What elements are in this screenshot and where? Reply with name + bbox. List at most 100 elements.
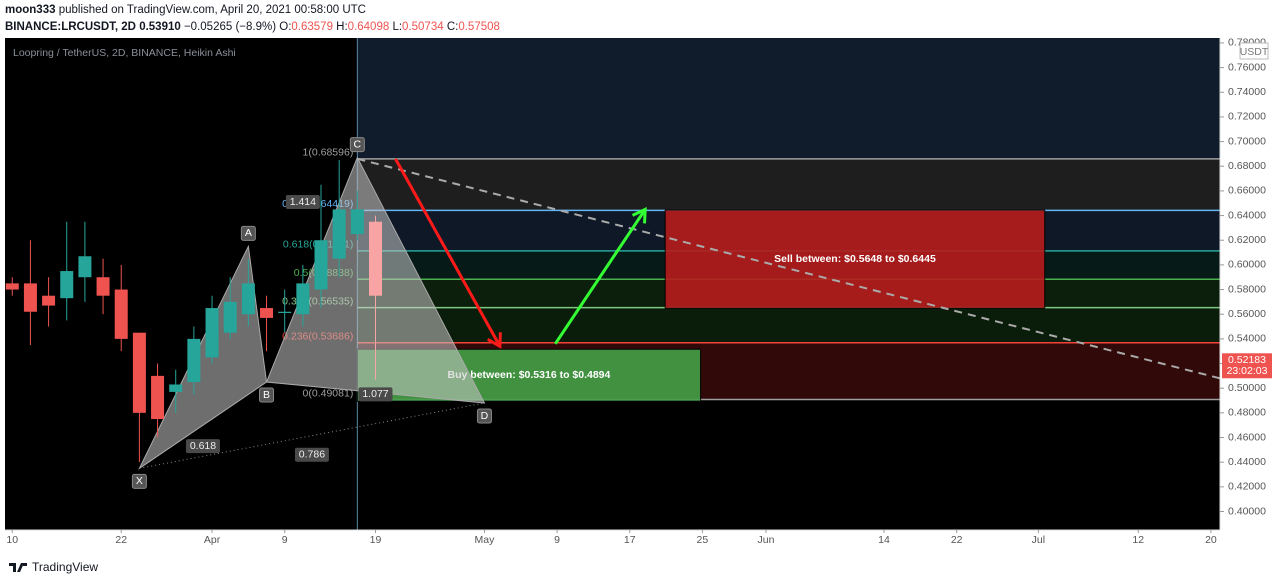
y-tick-label: 0.66000 <box>1228 185 1266 197</box>
xaxis-bg <box>0 530 1280 558</box>
x-tick-label: 10 <box>6 534 18 546</box>
x-tick-label: Apr <box>204 534 221 546</box>
x-tick-label: 20 <box>1205 534 1217 546</box>
point-label: C <box>354 138 362 150</box>
y-tick-label: 0.50000 <box>1228 382 1266 394</box>
countdown: 23:02:03 <box>1227 365 1268 377</box>
chart: 1(0.68596)0.786(0.64419)0.618(0.61141)0.… <box>0 0 1280 558</box>
price-tag <box>1222 353 1272 379</box>
candle-body <box>151 375 165 420</box>
change: −0.05265 (−8.9%) <box>183 21 277 33</box>
brand: TradingView <box>32 560 99 574</box>
zone-label: Sell between: $0.5648 to $0.6445 <box>774 253 936 265</box>
ohlc-key: O: <box>279 21 292 33</box>
ratio-label: 1.414 <box>290 196 316 208</box>
ohlc-value: 0.50734 <box>402 21 444 33</box>
point-label: A <box>245 227 252 239</box>
ohlc-key: H: <box>336 21 348 33</box>
fib-zone <box>357 158 1220 211</box>
point-label: X <box>136 475 143 487</box>
x-tick-label: 25 <box>697 534 709 546</box>
ohlc-value: 0.64098 <box>347 21 390 33</box>
chart-title: Loopring / TetherUS, 2D, BINANCE, Heikin… <box>13 47 236 59</box>
point-label: D <box>481 410 489 422</box>
arrow-head <box>487 332 502 349</box>
price: 0.53910 <box>139 21 181 33</box>
ratio-label: 0.786 <box>299 449 325 461</box>
ratio-label: 1.077 <box>362 388 388 400</box>
x-tick-label: 22 <box>951 534 963 546</box>
point-tag <box>240 225 256 241</box>
ratio-label: 0.618 <box>190 440 216 452</box>
ohlc-key: L: <box>392 21 403 33</box>
candle-body <box>350 209 364 235</box>
candle-body <box>205 308 219 358</box>
ratio-tag <box>358 387 393 402</box>
logo <box>9 563 27 572</box>
x-tick-label: 9 <box>554 534 560 546</box>
y-tick-label: 0.40000 <box>1228 505 1266 517</box>
y-tick-label: 0.42000 <box>1228 481 1266 493</box>
y-tick-label: 0.62000 <box>1228 234 1266 246</box>
ratio-tag <box>185 439 220 454</box>
candle-body <box>5 283 19 290</box>
candle-body <box>278 311 292 313</box>
x-tick-label: 22 <box>115 534 127 546</box>
arrow <box>394 158 502 348</box>
zone-box <box>664 209 1046 309</box>
y-tick-label: 0.58000 <box>1228 283 1266 295</box>
x-tick-label: Jul <box>1032 534 1045 546</box>
x-tick-label: 17 <box>624 534 636 546</box>
candle-body <box>187 338 201 383</box>
x-tick-label: 12 <box>1132 534 1144 546</box>
x-tick-label: 14 <box>878 534 890 546</box>
y-tick-label: 0.54000 <box>1228 333 1266 345</box>
point-tag <box>349 137 365 153</box>
ratio-tag <box>285 195 320 209</box>
candle-body <box>314 240 328 290</box>
author: moon333 <box>5 4 56 16</box>
point-tag <box>476 408 492 424</box>
candle-body <box>368 221 382 296</box>
candle-body <box>260 308 274 318</box>
ratio-tag <box>294 447 329 462</box>
fib-label: 0(0.49081) <box>303 387 354 399</box>
y-tick-label: 0.64000 <box>1228 209 1266 221</box>
candle-body <box>241 283 255 315</box>
y-tick-label: 0.76000 <box>1228 61 1266 73</box>
y-tick-label: 0.46000 <box>1228 431 1266 443</box>
candle-body <box>132 332 146 413</box>
ohlc-value: 0.57508 <box>458 21 500 33</box>
symbol: BINANCE:LRCUSDT, 2D <box>5 21 136 33</box>
x-tick-label: 19 <box>370 534 382 546</box>
x-tick-label: May <box>475 534 496 546</box>
zone-label: Buy between: $0.5316 to $0.4894 <box>448 369 611 381</box>
axis-bg <box>1220 0 1280 558</box>
arrow <box>554 208 647 345</box>
y-tick-label: 0.74000 <box>1228 86 1266 98</box>
candle-body <box>223 301 237 333</box>
y-tick-label: 0.44000 <box>1228 456 1266 468</box>
candle-body <box>23 283 37 312</box>
published: published on TradingView.com, April 20, … <box>58 4 366 16</box>
ohlc: O:0.63579 H:0.64098 L:0.50734 C:0.57508 <box>279 21 500 33</box>
candle-body <box>78 256 92 278</box>
point-tag <box>131 473 147 489</box>
y-tick-label: 0.68000 <box>1228 160 1266 172</box>
y-tick-label: 0.70000 <box>1228 135 1266 147</box>
x-tick-label: 9 <box>282 534 288 546</box>
y-tick-label: 0.60000 <box>1228 259 1266 271</box>
footer: TradingView <box>8 560 98 574</box>
y-tick-label: 0.56000 <box>1228 308 1266 320</box>
point-label: B <box>263 389 270 401</box>
header: moon333 published on TradingView.com, Ap… <box>5 2 500 36</box>
fib-label: 1(0.68596) <box>303 147 354 159</box>
unit-bg <box>1239 42 1269 60</box>
candle-body <box>96 277 110 296</box>
pattern-xd <box>139 402 485 469</box>
price-tag-label: 0.52183 <box>1228 354 1266 366</box>
candle-body <box>60 271 74 299</box>
point-tag <box>259 387 275 403</box>
candle-body <box>169 384 183 392</box>
